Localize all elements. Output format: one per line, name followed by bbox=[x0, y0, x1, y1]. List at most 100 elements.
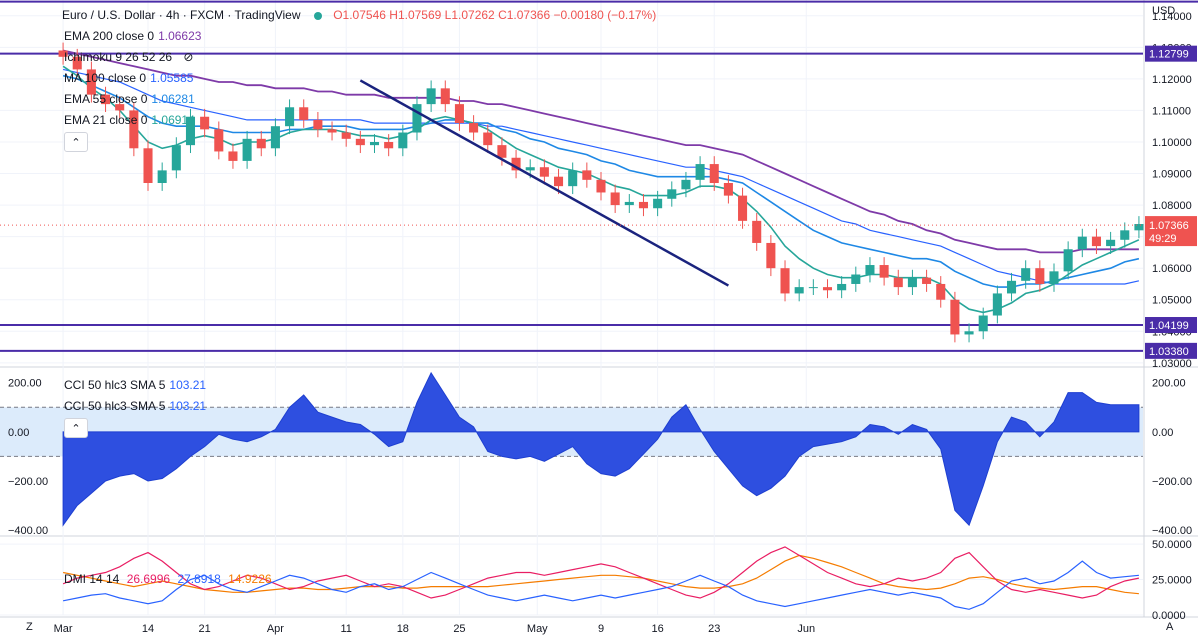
price-tick-label: 1.12000 bbox=[1152, 74, 1192, 86]
candle-body bbox=[936, 283, 946, 300]
level-price-tag bbox=[1145, 317, 1197, 334]
candle-body bbox=[440, 88, 450, 105]
candle-body bbox=[865, 265, 875, 275]
ema55-line bbox=[62, 74, 1140, 288]
legend-cci-1-label: CCI 50 hlc3 SMA 5 bbox=[64, 378, 166, 392]
legend-cci-1[interactable]: CCI 50 hlc3 SMA 5 103.21 bbox=[64, 378, 206, 392]
legend-dmi[interactable]: DMI 14 14 26.6996 27.8918 14.9226 bbox=[64, 572, 272, 586]
ohlc-high: H1.07569 bbox=[389, 8, 442, 22]
price-tick-label: 1.09000 bbox=[1152, 169, 1192, 181]
candle-body bbox=[978, 315, 988, 332]
candle-body bbox=[72, 56, 82, 70]
time-tick-label: 23 bbox=[708, 623, 720, 635]
currency-label[interactable]: USD bbox=[1152, 5, 1176, 17]
candle-body bbox=[893, 277, 903, 288]
plus-di-line bbox=[62, 560, 1139, 610]
candle-body bbox=[525, 167, 535, 171]
candle-body bbox=[681, 179, 691, 190]
ohlc-low: L1.07262 bbox=[444, 8, 495, 22]
candle-body bbox=[101, 94, 111, 105]
candle-body bbox=[554, 176, 564, 187]
candle-body bbox=[992, 293, 1002, 316]
price-tick-label: 1.10000 bbox=[1152, 137, 1192, 149]
price-tick-label: 1.03000 bbox=[1152, 358, 1192, 370]
candle-body bbox=[1049, 271, 1059, 284]
zoom-left-button[interactable]: Z bbox=[26, 621, 33, 633]
candle-body bbox=[511, 157, 521, 171]
candle-body bbox=[539, 167, 549, 177]
candle-body bbox=[667, 189, 677, 199]
cci-tick-label-left: −400.00 bbox=[8, 525, 48, 537]
symbol-title[interactable]: Euro / U.S. Dollar · 4h · FXCM · Trading… bbox=[62, 8, 301, 22]
candle-body bbox=[483, 132, 493, 146]
candle-body bbox=[313, 119, 323, 130]
dmi-tick-label: 25.0000 bbox=[1152, 575, 1192, 587]
cci-tick-label: 0.00 bbox=[1152, 427, 1173, 439]
chevron-up-icon: ⌃ bbox=[71, 136, 81, 149]
candle-body bbox=[497, 145, 507, 158]
candle-body bbox=[143, 148, 153, 183]
candle-body bbox=[58, 50, 68, 57]
legend-ma100-label: MA 100 close 0 bbox=[64, 71, 147, 85]
last-price-tag-label: 1.07366 bbox=[1149, 220, 1189, 232]
legend-cci-2-label: CCI 50 hlc3 SMA 5 bbox=[64, 399, 166, 413]
time-tick-label: 14 bbox=[142, 623, 154, 635]
candle-body bbox=[568, 170, 578, 187]
candle-body bbox=[341, 132, 351, 139]
time-tick-label: 11 bbox=[340, 623, 351, 635]
dmi-tick-label: 0.0000 bbox=[1152, 610, 1186, 622]
time-tick-label: Jun bbox=[797, 623, 815, 635]
candle-body bbox=[200, 116, 210, 130]
collapse-legend-button[interactable]: ⌃ bbox=[64, 132, 88, 152]
candle-body bbox=[299, 107, 309, 120]
candle-body bbox=[922, 277, 932, 284]
candle-body bbox=[879, 265, 889, 278]
bar-countdown-label: 49:29 bbox=[1149, 233, 1177, 245]
candle-body bbox=[752, 220, 762, 243]
legend-ema55[interactable]: EMA 55 close 0 1.06281 bbox=[64, 92, 195, 106]
chart-header: Euro / U.S. Dollar · 4h · FXCM · Trading… bbox=[62, 8, 656, 22]
ma100-line bbox=[62, 68, 1140, 285]
legend-ma100[interactable]: MA 100 close 0 1.05585 bbox=[64, 71, 193, 85]
legend-ichimoku[interactable]: Ichimoku 9 26 52 26 ⊘ bbox=[64, 50, 193, 64]
candle-body bbox=[115, 104, 125, 111]
collapse-cci-legend-button[interactable]: ⌃ bbox=[64, 418, 88, 438]
time-tick-label: Mar bbox=[54, 623, 73, 635]
legend-ema21[interactable]: EMA 21 close 0 1.06914 bbox=[64, 113, 195, 127]
candle-body bbox=[454, 104, 464, 124]
candle-body bbox=[851, 274, 861, 284]
candle-body bbox=[950, 299, 960, 335]
legend-ema200-value: 1.06623 bbox=[158, 29, 202, 43]
time-tick-label: 25 bbox=[453, 623, 465, 635]
candle-body bbox=[582, 170, 592, 180]
legend-ema55-value: 1.06281 bbox=[151, 92, 195, 106]
eye-hidden-icon[interactable]: ⊘ bbox=[183, 50, 194, 64]
candle-body bbox=[638, 201, 648, 209]
legend-dmi-plus: 26.6996 bbox=[126, 572, 171, 586]
candle-body bbox=[1063, 249, 1073, 272]
candle-body bbox=[1120, 230, 1130, 240]
candle-body bbox=[285, 107, 295, 127]
cci-tick-label-left: 0.00 bbox=[8, 427, 29, 439]
candle-body bbox=[86, 69, 96, 95]
candle-body bbox=[214, 129, 224, 152]
level-price-tag-label: 1.12799 bbox=[1149, 49, 1189, 61]
candle-body bbox=[738, 195, 748, 221]
candle-body bbox=[469, 123, 479, 133]
time-tick-label: 16 bbox=[651, 623, 663, 635]
candle-body bbox=[242, 138, 252, 161]
auto-scale-button[interactable]: A bbox=[1166, 621, 1174, 633]
legend-ema200[interactable]: EMA 200 close 0 1.06623 bbox=[64, 29, 201, 43]
candle-body bbox=[808, 287, 818, 289]
time-tick-label: 21 bbox=[199, 623, 211, 635]
candle-body bbox=[610, 192, 620, 206]
legend-ema55-label: EMA 55 close 0 bbox=[64, 92, 148, 106]
candle-body bbox=[270, 126, 280, 149]
legend-dmi-minus: 27.8918 bbox=[177, 572, 221, 586]
legend-cci-2[interactable]: CCI 50 hlc3 SMA 5 103.21 bbox=[64, 399, 206, 413]
candle-body bbox=[384, 141, 394, 149]
cci-tick-label-left: −200.00 bbox=[8, 476, 48, 488]
candle-body bbox=[256, 138, 266, 149]
legend-ema200-label: EMA 200 close 0 bbox=[64, 29, 155, 43]
